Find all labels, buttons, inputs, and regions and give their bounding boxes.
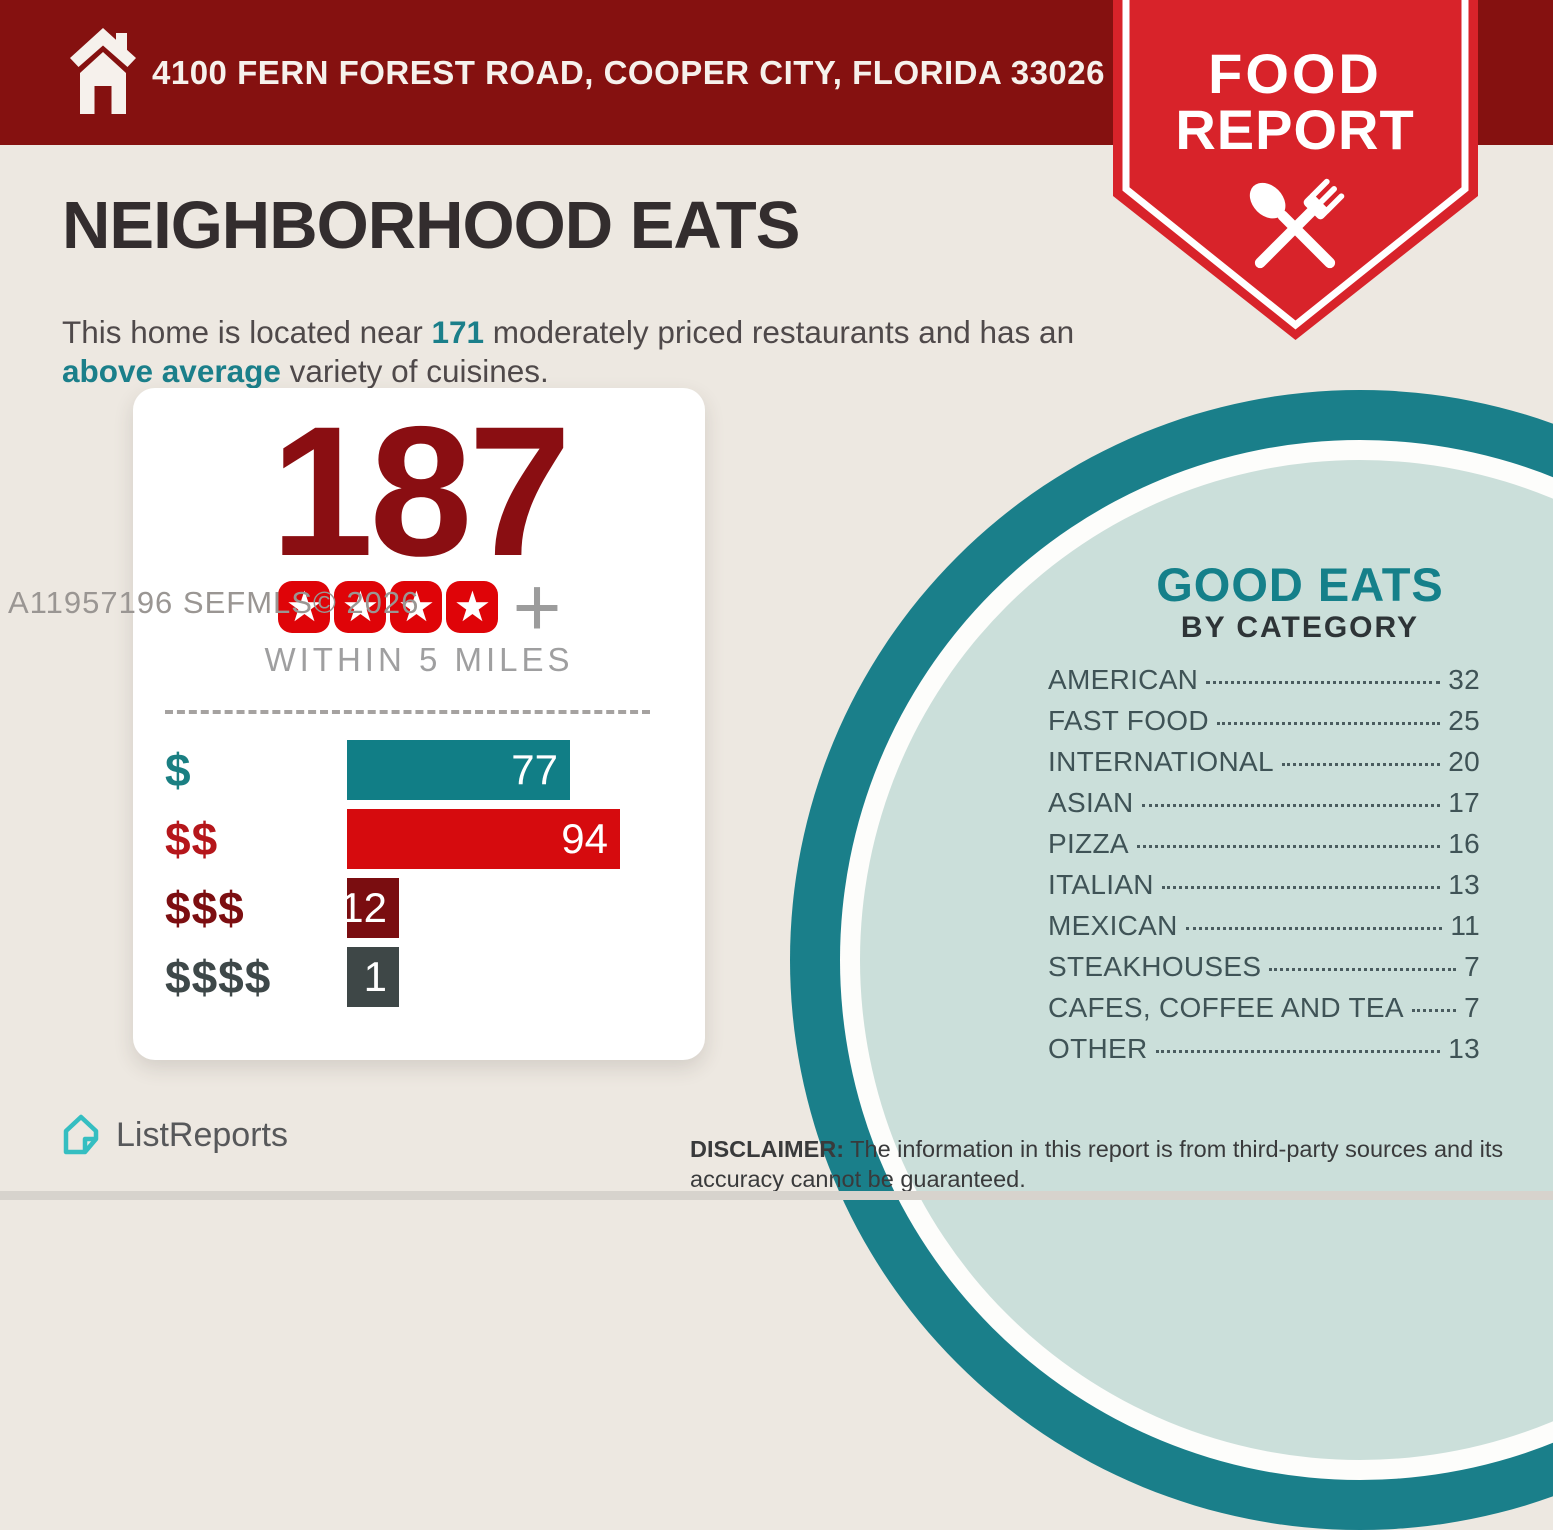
badge-line1: FOOD — [1208, 42, 1382, 105]
price-bar-value: 77 — [511, 746, 558, 793]
price-level-label: $$$$ — [165, 951, 272, 1003]
dotted-leader — [1185, 927, 1443, 930]
restaurant-count: 171 — [431, 313, 484, 350]
price-bar-row: $$$$ 1 — [165, 947, 677, 1007]
star-icon: ★ — [334, 581, 387, 633]
price-bar: 94 — [347, 809, 620, 869]
variety-highlight: above average — [62, 352, 281, 389]
category-count: 7 — [1464, 951, 1480, 982]
price-bar-chart: $77 $$ 94 $$$ 12 $$$$ 1 — [165, 740, 677, 1016]
intro-part1: This home is located near — [62, 313, 432, 350]
total-restaurants: 187 — [270, 389, 572, 595]
disclaimer: DISCLAIMER: The information in this repo… — [690, 1134, 1510, 1194]
category-label: MEXICAN — [1048, 910, 1178, 941]
category-label: INTERNATIONAL — [1048, 746, 1274, 777]
category-label: CAFES, COFFEE AND TEA — [1048, 992, 1404, 1023]
plus-icon: + — [512, 560, 562, 654]
dotted-leader — [1269, 968, 1457, 971]
category-label: FAST FOOD — [1048, 705, 1209, 736]
intro-part3: variety of cuisines. — [280, 352, 549, 389]
brand-name: ListReports — [116, 1115, 288, 1154]
price-bar-value: 1 — [363, 953, 387, 1000]
price-bar: 12 — [340, 878, 399, 938]
category-count: 25 — [1448, 705, 1480, 736]
bottom-strip — [0, 1191, 1553, 1200]
price-bar-value: 94 — [561, 815, 608, 862]
mls-watermark: A11957196 SEFMLS© 2026 — [8, 585, 420, 620]
intro-text: This home is located near 171 moderately… — [62, 313, 1097, 391]
price-bar: 77 — [347, 740, 570, 800]
property-address: 4100 FERN FOREST ROAD, COOPER CITY, FLOR… — [152, 53, 1105, 91]
dashed-divider — [165, 710, 650, 714]
category-count: 13 — [1448, 869, 1480, 900]
star-icon: ★ — [390, 581, 443, 633]
spoon-fork-icon — [1249, 178, 1345, 269]
category-row: CAFES, COFFEE AND TEA 7 — [1048, 994, 1480, 1022]
stars-row: ★ ★ ★ ★ + — [133, 560, 705, 654]
category-label: OTHER — [1048, 1033, 1148, 1064]
dotted-leader — [1411, 1009, 1457, 1012]
dotted-leader — [1281, 763, 1441, 766]
star-icon: ★ — [278, 581, 331, 633]
disclaimer-label: DISCLAIMER: — [690, 1135, 845, 1162]
category-count: 17 — [1448, 787, 1480, 818]
dotted-leader — [1136, 845, 1441, 848]
category-row: FAST FOOD 25 — [1048, 707, 1480, 735]
good-eats-subtitle: BY CATEGORY — [1180, 611, 1420, 644]
category-count: 13 — [1448, 1033, 1480, 1064]
intro-part2: moderately priced restaurants and has an — [484, 313, 1075, 350]
category-row: PIZZA 16 — [1048, 830, 1480, 858]
price-bar-value: 12 — [340, 884, 387, 931]
category-label: ASIAN — [1048, 787, 1134, 818]
house-icon — [70, 28, 136, 119]
category-count: 16 — [1448, 828, 1480, 859]
category-count: 32 — [1448, 664, 1480, 695]
price-level-label: $$$ — [165, 882, 245, 934]
category-row: STEAKHOUSES 7 — [1048, 953, 1480, 981]
badge-line2: REPORT — [1175, 98, 1414, 161]
price-bar: 1 — [347, 947, 399, 1007]
listreports-house-icon — [63, 1114, 99, 1155]
price-level-label: $ — [165, 744, 192, 796]
listreports-logo: ListReports — [58, 1112, 288, 1158]
page-title: NEIGHBORHOOD EATS — [62, 188, 800, 263]
price-bar-row: $$ 94 — [165, 809, 677, 869]
category-count: 20 — [1448, 746, 1480, 777]
category-label: PIZZA — [1048, 828, 1129, 859]
price-bar-row: $$$ 12 — [165, 878, 677, 938]
price-level-label: $$ — [165, 813, 219, 865]
category-row: ASIAN 17 — [1048, 789, 1480, 817]
category-label: ITALIAN — [1048, 869, 1154, 900]
category-row: AMERICAN 32 — [1048, 666, 1480, 694]
category-list: AMERICAN 32 FAST FOOD 25 INTERNATIONAL 20 ASIA… — [1048, 666, 1480, 1076]
category-row: ITALIAN 13 — [1048, 871, 1480, 899]
good-eats-title: GOOD EATS — [1156, 558, 1444, 611]
category-row: OTHER 13 — [1048, 1035, 1480, 1063]
category-label: AMERICAN — [1048, 664, 1199, 695]
category-count: 7 — [1464, 992, 1480, 1023]
dotted-leader — [1206, 681, 1441, 684]
price-bar-row: $77 — [165, 740, 677, 800]
category-count: 11 — [1450, 910, 1480, 941]
dotted-leader — [1141, 804, 1441, 807]
dotted-leader — [1216, 722, 1441, 725]
summary-card: 187 ★ ★ ★ ★ + WITHIN 5 MILES $77 $$ 94 $$$ 12 $$$… — [133, 388, 705, 1060]
category-row: MEXICAN 11 — [1048, 912, 1480, 940]
food-report-badge: FOOD REPORT — [1113, 0, 1478, 350]
category-label: STEAKHOUSES — [1048, 951, 1262, 982]
category-row: INTERNATIONAL 20 — [1048, 748, 1480, 776]
star-icon: ★ — [446, 581, 499, 633]
dotted-leader — [1161, 886, 1441, 889]
dotted-leader — [1155, 1050, 1441, 1053]
within-label: WITHIN 5 MILES — [264, 641, 574, 678]
disclaimer-text: The information in this report is from t… — [690, 1135, 1504, 1192]
